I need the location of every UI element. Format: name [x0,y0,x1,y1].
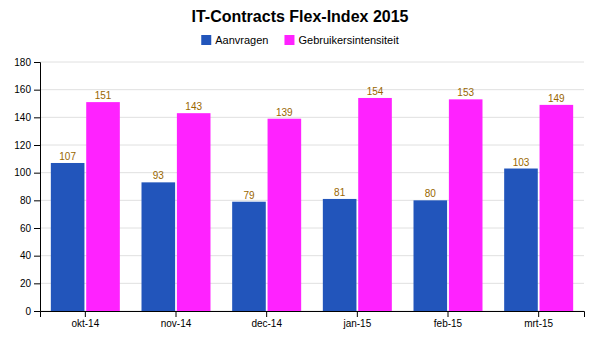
legend-label: Aanvragen [215,34,268,46]
tick: 140 [14,112,40,123]
tick: 40 [20,250,40,261]
tick-label: feb-15 [434,318,463,329]
tick: 120 [14,140,40,151]
tick-label: 180 [14,57,31,68]
tick-mark [34,228,40,229]
tick-label: 140 [14,112,31,123]
tick-mark [266,311,267,317]
data-label: 81 [334,187,346,198]
tick: 20 [20,278,40,289]
data-label: 79 [243,190,255,201]
tick-mark [34,90,40,91]
tick-mark [538,311,539,317]
data-label: 143 [185,101,202,112]
tick-label: 160 [14,84,31,95]
tick: feb-15 [434,311,463,329]
grid-line [40,62,584,63]
tick-label: okt-14 [71,318,99,329]
bar [540,105,574,311]
tick-label: jan-15 [342,318,371,329]
grid-line [40,200,584,201]
plot: 0 20 40 60 80 100 120 140 160 180 okt-14 nov-14 dec-… [14,57,584,329]
y-axis: 0 20 40 60 80 100 120 140 160 180 [14,57,40,317]
grid-line [40,255,584,256]
data-labels: 107 93 79 81 80 103 151 143 139 154 153 149 [59,86,565,201]
bar [86,102,120,311]
grid-line [40,145,584,146]
grid-line [40,117,584,118]
bar [232,202,266,311]
tick-label: 80 [20,195,32,206]
bar [414,200,448,311]
grid-line [40,172,584,173]
tick-label: dec-14 [251,318,282,329]
tick: okt-14 [71,311,99,329]
legend-swatch [201,35,211,45]
grid-line [40,89,584,90]
tick-mark [34,256,40,257]
tick: 0 [25,306,40,317]
tick-mark [34,145,40,146]
legend-swatch [284,35,294,45]
title: IT-Contracts Flex-Index 2015 [192,8,409,25]
bar [177,113,211,311]
bar [323,199,357,311]
bar [504,169,538,311]
tick-label: 120 [14,140,31,151]
bar [268,119,302,311]
tick-label: 40 [20,250,32,261]
tick: 100 [14,167,40,178]
tick-label: nov-14 [161,318,192,329]
bar [142,182,176,311]
tick-label: 100 [14,167,31,178]
tick-mark [34,311,40,312]
legend-label: Gebruikersintensiteit [298,34,398,46]
tick: 60 [20,223,40,234]
grid-line [40,283,584,284]
tick-mark [34,117,40,118]
tick-label: 0 [25,306,31,317]
legend: Aanvragen Gebruikersintensiteit [201,34,399,46]
tick-mark [34,62,40,63]
tick-label: 60 [20,223,32,234]
data-label: 139 [276,107,293,118]
bars [51,98,573,311]
data-label: 80 [425,188,437,199]
tick-mark [34,283,40,284]
data-label: 103 [513,157,530,168]
tick: nov-14 [161,311,192,329]
data-label: 93 [153,170,165,181]
tick-mark [34,200,40,201]
tick-label: mrt-15 [524,318,553,329]
tick-mark [176,311,177,317]
tick: 80 [20,195,40,206]
data-label: 153 [457,87,474,98]
tick-mark [34,173,40,174]
bar [358,98,392,311]
tick-mark [448,311,449,317]
tick: dec-14 [251,311,282,329]
tick-mark [85,311,86,317]
legend-item: Aanvragen [201,34,268,46]
axis-line [41,312,585,318]
legend-item: Gebruikersintensiteit [284,34,398,46]
tick: jan-15 [342,311,371,329]
axis-line [34,63,41,312]
tick-mark [357,311,358,317]
tick: mrt-15 [524,311,553,329]
data-label: 151 [95,90,112,101]
tick: 180 [14,57,40,68]
tick: 160 [14,84,40,95]
grid [40,62,584,311]
bar [51,163,85,311]
grid-line [40,228,584,229]
x-axis: okt-14 nov-14 dec-14 jan-15 feb-15 mrt-15 [41,311,585,329]
data-label: 149 [548,93,565,104]
data-label: 154 [367,86,384,97]
data-label: 107 [59,151,76,162]
chart: 0 20 40 60 80 100 120 140 160 180 okt-14 nov-14 dec-… [0,0,600,339]
tick-label: 20 [20,278,32,289]
bar [449,99,483,311]
